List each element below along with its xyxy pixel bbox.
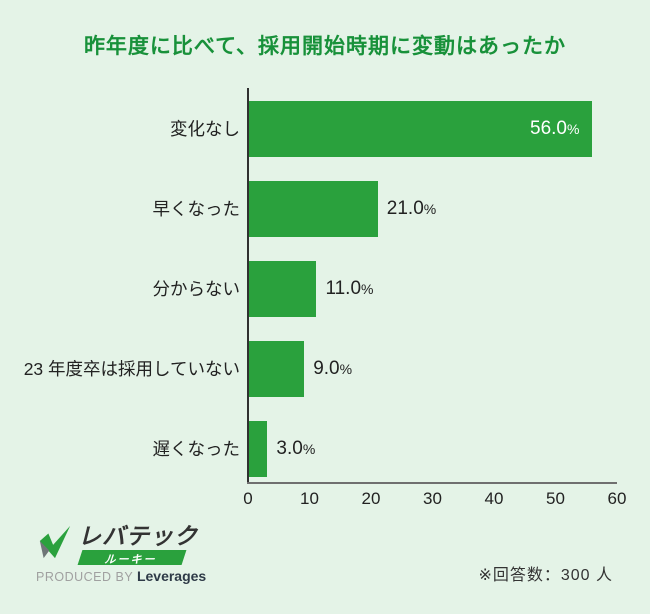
x-tick-label: 60 <box>607 489 627 508</box>
percent-sign: % <box>339 361 353 377</box>
chart-title: 昨年度に比べて、採用開始時期に変動はあったか <box>83 35 567 58</box>
value-number: 3.0 <box>276 438 303 459</box>
x-tick-label: 30 <box>423 489 442 508</box>
category-label: 遅くなった <box>152 439 241 459</box>
percent-sign: % <box>302 441 316 457</box>
x-tick-label: 0 <box>243 489 253 508</box>
company-name: Leverages <box>136 568 207 585</box>
bar-row: 変化なし 56.0% <box>0 101 650 157</box>
produced-by-line: PRODUCED BY Leverages <box>36 568 206 584</box>
bar-row: 23 年度卒は採用していない 9.0% <box>0 341 650 397</box>
percent-sign: % <box>361 281 374 297</box>
bar <box>249 421 268 477</box>
bar <box>249 181 378 237</box>
value-number: 56.0 <box>530 118 567 139</box>
bar <box>249 261 317 317</box>
value-label: 3.0% <box>276 421 315 477</box>
logo-text: レバテック ルーキー <box>77 523 198 567</box>
percent-sign: % <box>567 121 580 137</box>
brand-name: レバテック <box>78 523 198 549</box>
bar <box>249 341 305 397</box>
value-number: 21.0 <box>386 198 424 219</box>
respondent-count-note: ※回答数：300 人 <box>478 567 613 584</box>
value-number: 11.0 <box>325 278 362 299</box>
levtech-rookie-logo: レバテック ルーキー PRODUCED BY Leverages <box>36 524 206 584</box>
x-tick-label: 50 <box>546 489 565 508</box>
produced-by-label: PRODUCED BY <box>36 570 133 585</box>
value-number: 9.0 <box>313 358 340 379</box>
rookie-banner-label: ルーキー <box>103 554 160 567</box>
bar-row: 分からない 11.0% <box>0 261 650 317</box>
logo-top: レバテック ルーキー <box>36 523 206 567</box>
category-label: 変化なし <box>170 119 240 139</box>
bar-row: 早くなった 21.0% <box>0 181 650 237</box>
x-tick-label: 10 <box>300 489 319 508</box>
value-label: 9.0% <box>313 341 352 397</box>
value-label: 21.0% <box>387 181 436 237</box>
category-label: 23 年度卒は採用していない <box>23 359 240 379</box>
x-tick-label: 40 <box>484 489 504 508</box>
x-tick-label: 20 <box>361 489 381 508</box>
percent-sign: % <box>423 201 437 217</box>
y-axis-line <box>247 88 249 484</box>
category-label: 分からない <box>152 279 241 299</box>
rookie-banner: ルーキー <box>77 550 187 567</box>
value-label: 11.0% <box>325 261 373 317</box>
x-axis-line <box>247 482 617 484</box>
bar-row: 遅くなった 3.0% <box>0 421 650 477</box>
bar <box>249 101 593 157</box>
checkmark-logo-icon <box>39 525 71 559</box>
value-label: 56.0% <box>249 101 579 157</box>
category-label: 早くなった <box>152 199 241 219</box>
